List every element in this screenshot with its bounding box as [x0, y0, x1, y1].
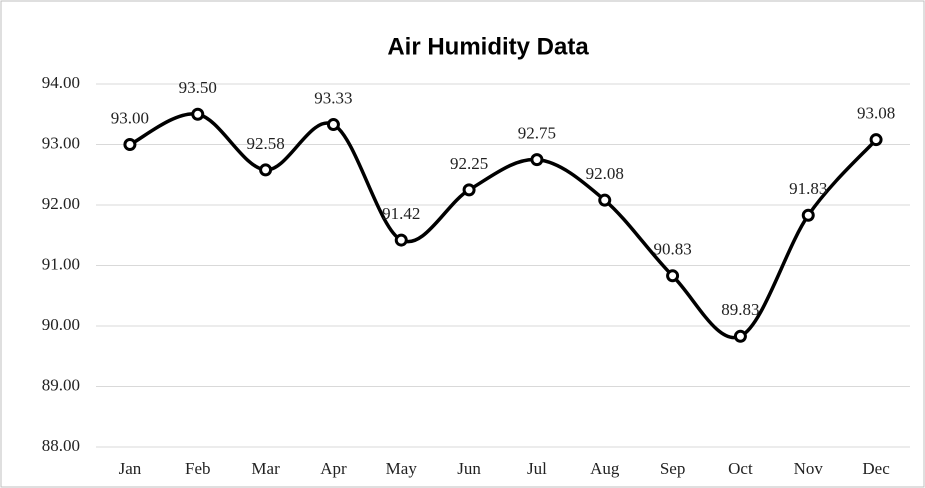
marker — [869, 133, 883, 147]
data-label: 92.08 — [586, 164, 624, 183]
marker — [326, 118, 340, 132]
x-tick-label: Sep — [660, 459, 686, 478]
marker — [462, 183, 476, 197]
data-label: 89.83 — [721, 300, 759, 319]
marker — [733, 329, 747, 343]
x-tick-label: Jan — [119, 459, 142, 478]
x-tick-label: Feb — [185, 459, 211, 478]
data-label: 91.42 — [382, 204, 420, 223]
data-label: 92.58 — [246, 134, 284, 153]
data-label: 90.83 — [653, 240, 691, 259]
marker — [123, 138, 137, 151]
x-tick-label: Dec — [862, 459, 890, 478]
x-tick-label: Nov — [794, 459, 824, 478]
x-tick-label: Oct — [728, 459, 753, 478]
marker — [394, 233, 408, 247]
chart-title: Air Humidity Data — [387, 33, 589, 60]
y-tick-label: 88.00 — [42, 436, 80, 455]
data-label: 93.08 — [857, 104, 895, 123]
data-label: 93.00 — [111, 108, 149, 127]
y-tick-label: 94.00 — [42, 73, 80, 92]
x-tick-label: Jun — [457, 459, 481, 478]
data-label: 93.50 — [179, 78, 217, 97]
marker — [259, 163, 273, 177]
data-label: 92.25 — [450, 154, 488, 173]
y-tick-label: 91.00 — [42, 254, 80, 273]
x-tick-label: Mar — [251, 459, 280, 478]
marker — [530, 153, 544, 167]
x-tick-label: Aug — [590, 459, 620, 478]
x-tick-label: Apr — [320, 459, 347, 478]
y-tick-label: 92.00 — [42, 194, 80, 213]
x-tick-label: Jul — [527, 459, 547, 478]
y-tick-label: 89.00 — [42, 375, 80, 394]
y-tick-label: 93.00 — [42, 133, 80, 152]
x-tick-label: May — [386, 459, 418, 478]
data-label: 91.83 — [789, 179, 827, 198]
marker — [191, 107, 205, 121]
marker — [801, 208, 815, 222]
marker — [666, 269, 680, 283]
marker — [598, 193, 612, 207]
data-label: 92.75 — [518, 124, 556, 143]
y-tick-label: 90.00 — [42, 315, 80, 334]
data-label: 93.33 — [314, 88, 352, 107]
